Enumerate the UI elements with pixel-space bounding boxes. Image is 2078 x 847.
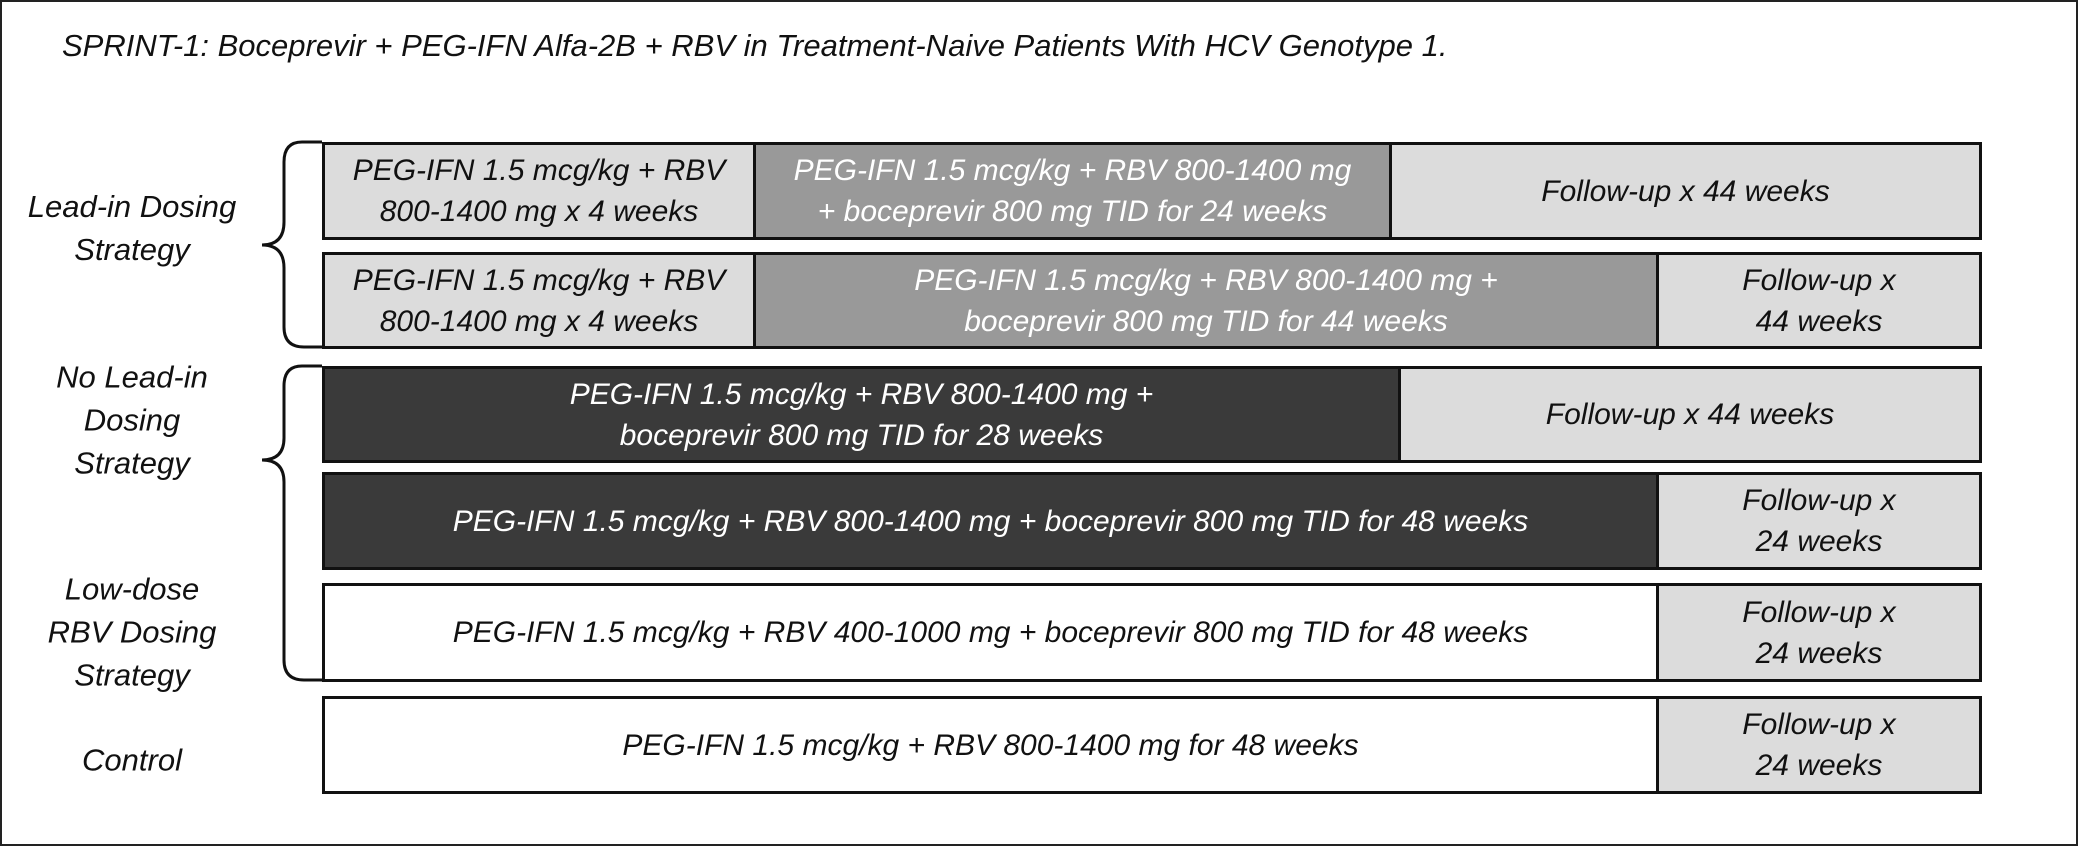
arm-segment: PEG-IFN 1.5 mcg/kg + RBV 800-1400 mg x 4 … <box>322 142 756 240</box>
text-line: Follow-up x <box>1742 484 1896 517</box>
text-line: Strategy <box>74 232 190 267</box>
text-line: Strategy <box>74 445 190 481</box>
arm-segment: Follow-up x 24 weeks <box>1656 583 1982 682</box>
text-line: Follow-up x <box>1742 595 1896 629</box>
text-line: Dosing <box>83 402 181 438</box>
arm-segment: Follow-up x 24 weeks <box>1656 472 1982 570</box>
text-line: Control <box>82 742 182 778</box>
text-line: PEG-IFN 1.5 mcg/kg + RBV 800-1400 mg + <box>914 263 1498 297</box>
text-line: boceprevir 800 mg TID for 28 weeks <box>619 418 1104 452</box>
text-line: Low-dose <box>64 571 200 607</box>
text-line: 24 weeks <box>1755 636 1883 670</box>
group-label: Control <box>0 739 264 782</box>
text-line: Follow-up x 44 weeks <box>1545 398 1835 431</box>
text-line: PEG-IFN 1.5 mcg/kg + RBV 800-1400 mg <box>793 154 1352 187</box>
text-line: Lead-in Dosing <box>27 189 237 224</box>
group-label: No Lead-in Dosing Strategy <box>0 356 264 485</box>
text-line: Follow-up x <box>1742 263 1896 297</box>
group-label: Lead-in Dosing Strategy <box>0 185 264 271</box>
text-line: 24 weeks <box>1755 525 1883 558</box>
text-line: PEG-IFN 1.5 mcg/kg + RBV 800-1400 mg + b… <box>452 504 1529 538</box>
text-line: RBV Dosing <box>47 614 217 650</box>
text-line: 44 weeks <box>1755 304 1883 338</box>
text-line: No Lead-in <box>56 359 208 395</box>
text-line: Strategy <box>74 657 190 693</box>
brace <box>261 364 322 682</box>
text-line: + boceprevir 800 mg TID for 24 weeks <box>817 195 1328 228</box>
arm-segment: PEG-IFN 1.5 mcg/kg + RBV 800-1400 mg + bo… <box>322 366 1401 463</box>
group-label: Low-dose RBV Dosing Strategy <box>0 568 264 697</box>
brace <box>261 140 322 349</box>
arm-segment: PEG-IFN 1.5 mcg/kg + RBV 800-1400 mg + b… <box>322 472 1659 570</box>
arm-segment: Follow-up x 44 weeks <box>1398 366 1982 463</box>
text-line: 800-1400 mg x 4 weeks <box>379 195 699 228</box>
arm-segment: Follow-up x 44 weeks <box>1656 252 1982 349</box>
text-line: PEG-IFN 1.5 mcg/kg + RBV 800-1400 mg + <box>569 377 1154 411</box>
arm-segment: PEG-IFN 1.5 mcg/kg + RBV 800-1400 mg for… <box>322 696 1659 794</box>
arm-segment: Follow-up x 44 weeks <box>1389 142 1982 240</box>
text-line: boceprevir 800 mg TID for 44 weeks <box>964 304 1448 338</box>
text-line: 800-1400 mg x 4 weeks <box>379 304 699 338</box>
title: SPRINT-1: Boceprevir + PEG-IFN Alfa-2B +… <box>62 28 1448 63</box>
arm-segment: PEG-IFN 1.5 mcg/kg + RBV 800-1400 mg + bo… <box>753 252 1659 349</box>
text-line: Follow-up x 44 weeks <box>1541 174 1830 208</box>
text-line: PEG-IFN 1.5 mcg/kg + RBV <box>352 263 726 297</box>
arm-segment: PEG-IFN 1.5 mcg/kg + RBV 800-1400 mg x 4 … <box>322 252 756 349</box>
text-line: PEG-IFN 1.5 mcg/kg + RBV 800-1400 mg for… <box>622 728 1359 762</box>
text-line: PEG-IFN 1.5 mcg/kg + RBV <box>352 154 726 187</box>
arm-segment: PEG-IFN 1.5 mcg/kg + RBV 800-1400 mg + bo… <box>753 142 1392 240</box>
text-line: 24 weeks <box>1755 749 1883 782</box>
arm-segment: PEG-IFN 1.5 mcg/kg + RBV 400-1000 mg + b… <box>322 583 1659 682</box>
arm-segment: Follow-up x 24 weeks <box>1656 696 1982 794</box>
text-line: Follow-up x <box>1742 708 1896 741</box>
text-line: PEG-IFN 1.5 mcg/kg + RBV 400-1000 mg + b… <box>452 616 1529 649</box>
